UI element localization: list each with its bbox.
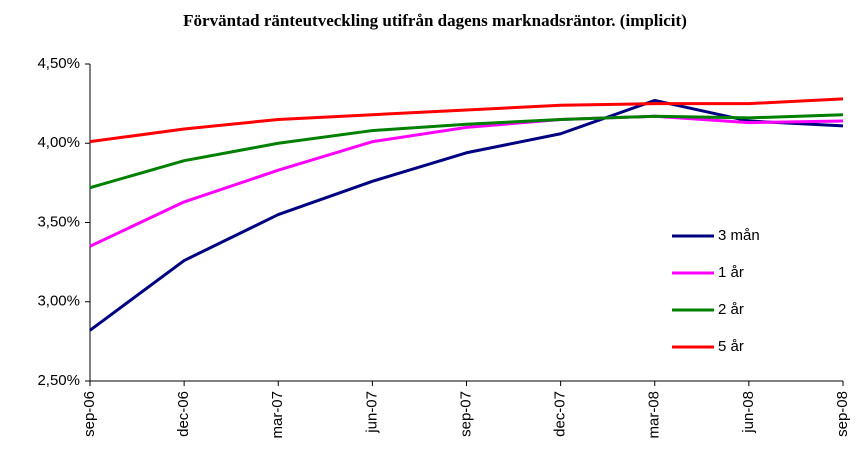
series-line [89, 114, 844, 248]
y-tick-label: 3,00% [37, 293, 80, 310]
x-tick-label: jun-08 [740, 391, 757, 434]
legend-label: 3 mån [718, 227, 760, 244]
y-tick-label: 3,50% [37, 213, 80, 230]
legend-label: 1 år [718, 264, 744, 281]
x-tick-label: mar-08 [646, 391, 663, 439]
x-tick-label: dec-06 [175, 391, 192, 437]
x-tick-label: jun-07 [363, 391, 380, 434]
x-tick-label: mar-07 [269, 391, 286, 439]
legend-label: 5 år [718, 338, 744, 355]
y-tick-label: 4,50% [37, 55, 80, 72]
x-tick-label: sep-06 [81, 391, 98, 437]
chart-title: Förväntad ränteutveckling utifrån dagens… [183, 11, 687, 30]
series-line [89, 97, 844, 144]
series-line [89, 98, 844, 332]
legend-label: 2 år [718, 301, 744, 318]
y-tick-label: 2,50% [37, 372, 80, 389]
y-tick-label: 4,00% [37, 134, 80, 151]
x-tick-label: sep-08 [834, 391, 851, 437]
x-tick-label: sep-07 [457, 391, 474, 437]
x-tick-label: dec-07 [552, 391, 569, 437]
series-line [89, 113, 844, 190]
